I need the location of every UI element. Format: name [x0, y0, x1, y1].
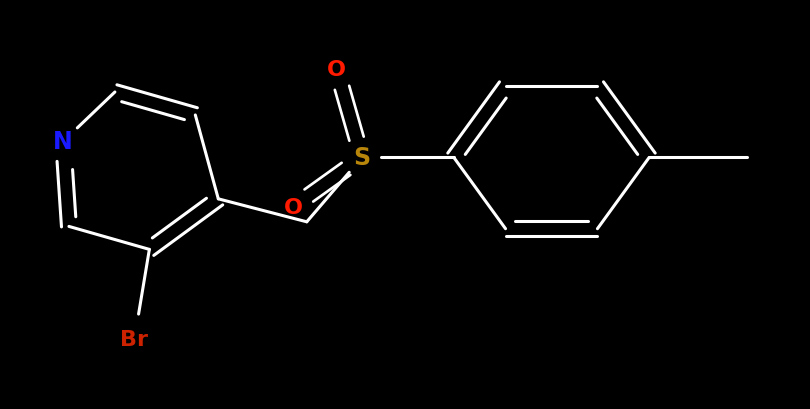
- Text: O: O: [284, 198, 302, 217]
- Text: N: N: [53, 130, 73, 154]
- Text: S: S: [353, 146, 370, 170]
- Text: O: O: [327, 60, 346, 80]
- Text: Br: Br: [121, 329, 148, 349]
